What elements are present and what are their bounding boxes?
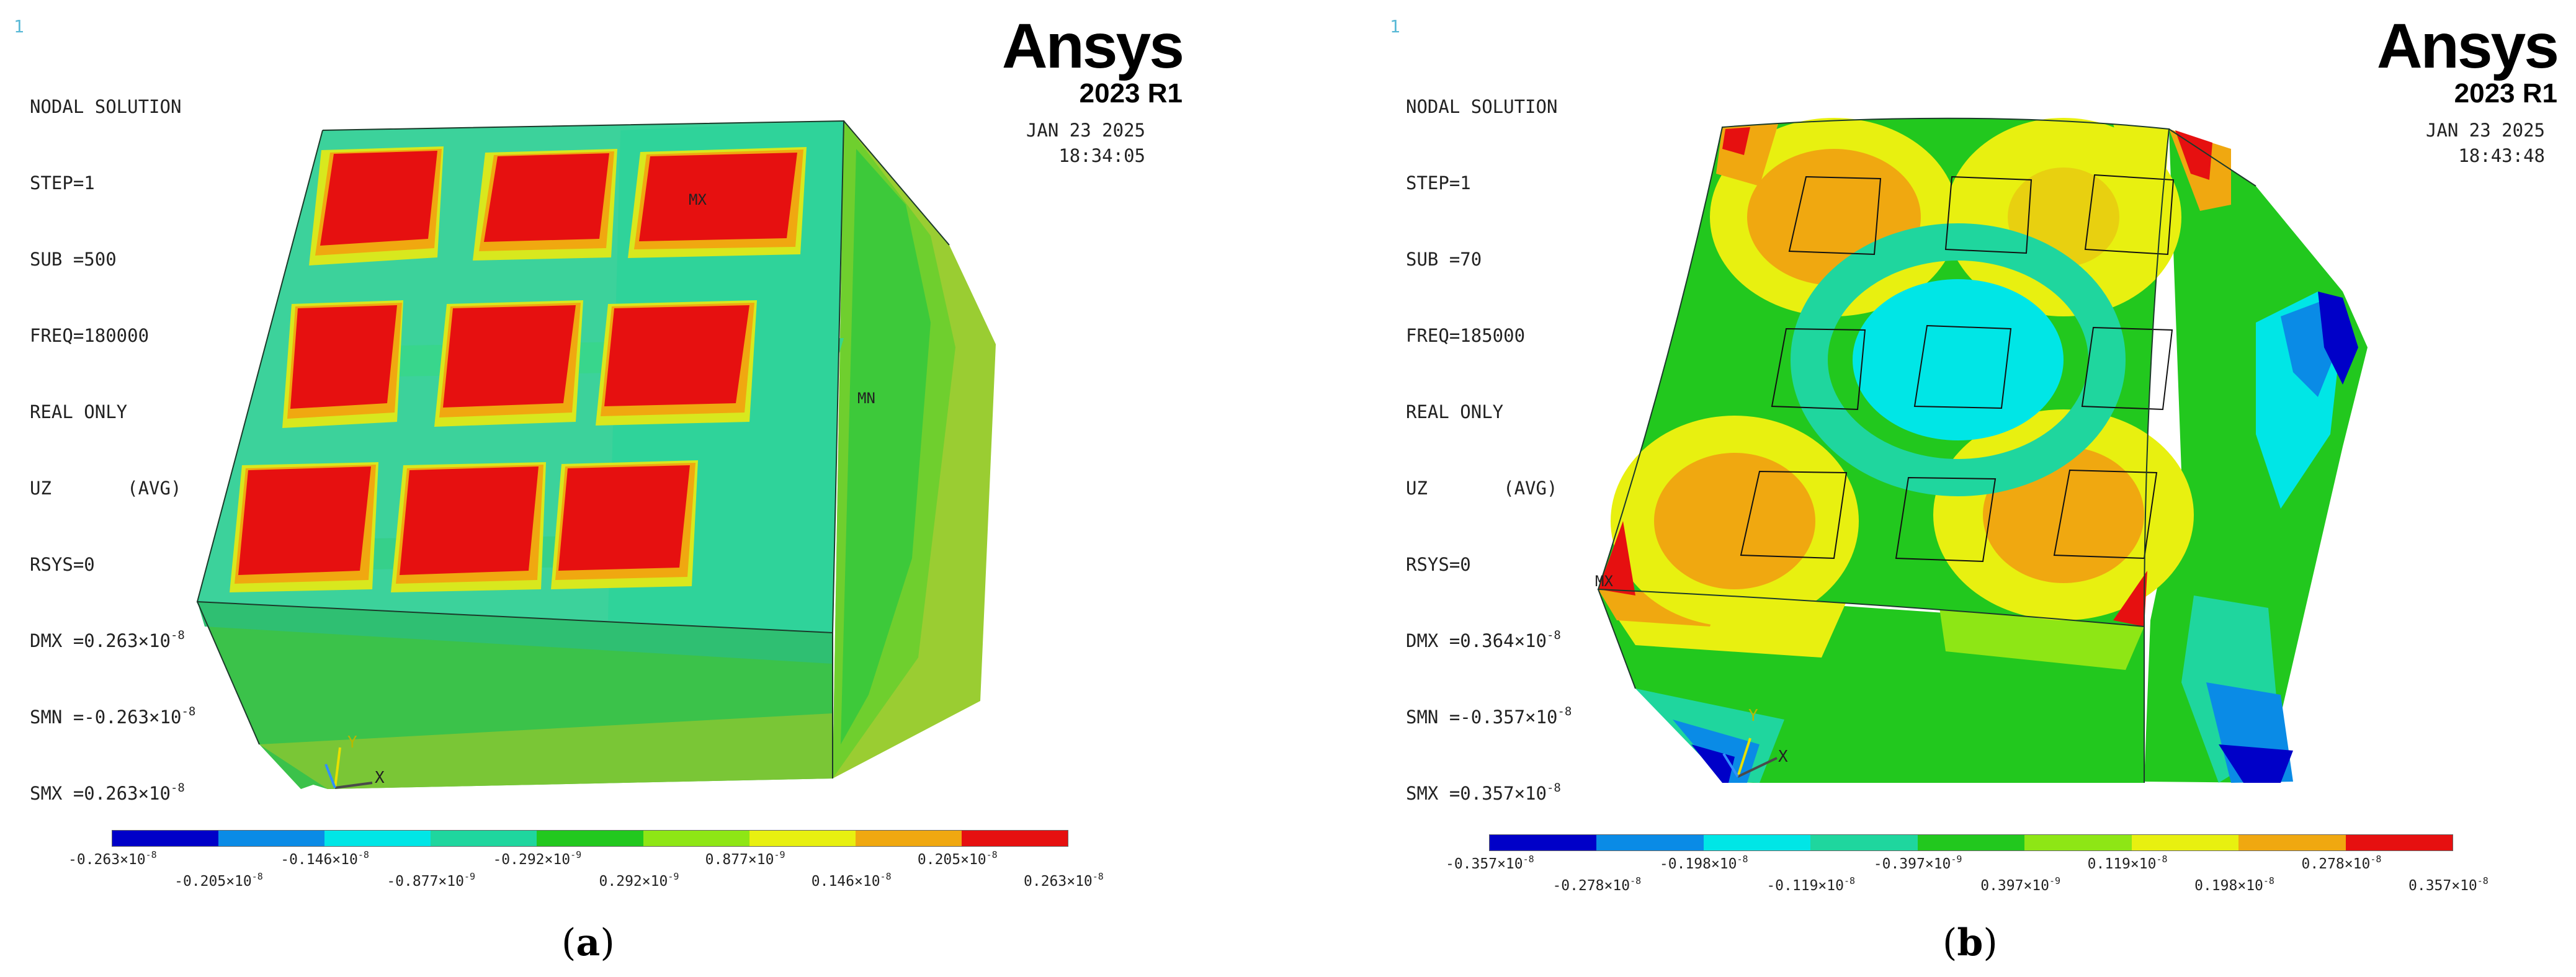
info-uz: UZ (AVG) [1406, 478, 1558, 499]
legend-swatch [1810, 835, 1918, 850]
brand-name: Ansys [2376, 11, 2559, 81]
max-label: MX [689, 191, 707, 208]
legend-tick: -0.397×10-9 [1873, 854, 1962, 872]
info-dmx: DMX =0.263×10-8 [30, 628, 185, 651]
solution-info: NODAL SOLUTION STEP=1 SUB =70 FREQ=18500… [1406, 43, 1572, 857]
legend-tick: -0.357×10-8 [1446, 854, 1534, 872]
legend-swatch [2345, 835, 2453, 850]
legend-swatch [643, 831, 749, 846]
ansys-logo: Ansys 2023 R1 [1001, 11, 1184, 109]
figure-caption-a: (a) [561, 921, 615, 965]
time-text: 18:43:48 [2458, 145, 2545, 166]
legend-swatch [961, 831, 1068, 846]
legend-swatch [1596, 835, 1704, 850]
fem-model-a: MX MN Y X [196, 120, 996, 789]
info-title: NODAL SOLUTION [1406, 96, 1558, 117]
axis-triad: Y X [1722, 707, 1788, 778]
legend-tick: -0.278×10-8 [1552, 875, 1642, 894]
brand-version: 2023 R1 [2454, 78, 2557, 109]
legend-tick: 0.119×10-8 [2087, 854, 2168, 872]
date-text: JAN 23 2025 [2425, 120, 2545, 141]
legend-tick: 0.146×10-8 [811, 871, 892, 890]
legend-tick: 0.877×10-9 [705, 849, 785, 868]
legend-swatch [2238, 835, 2346, 850]
piezo-array [230, 146, 807, 592]
timestamp: JAN 23 2025 18:43:48 [2426, 118, 2545, 169]
window-number: 1 [14, 16, 24, 37]
info-freq: FREQ=185000 [1406, 325, 1526, 346]
legend-tick: -0.198×10-8 [1659, 854, 1748, 872]
piezo-array [1740, 174, 2175, 563]
date-text: JAN 23 2025 [1026, 120, 1145, 141]
legend-swatch [537, 831, 643, 846]
legend-swatch [218, 831, 325, 846]
info-uz: UZ (AVG) [30, 478, 182, 499]
legend-tick: 0.263×10-8 [1024, 871, 1104, 890]
legend-swatch [112, 831, 219, 846]
y-axis-label: Y [347, 733, 357, 752]
x-axis-label: X [1778, 747, 1788, 766]
legend-swatch [2131, 835, 2239, 850]
brand-version: 2023 R1 [1079, 78, 1183, 109]
legend-swatch [431, 831, 537, 846]
legend-tick: 0.397×10-9 [1980, 875, 2061, 894]
legend-swatch [749, 831, 856, 846]
legend-tick: 0.292×10-9 [599, 871, 679, 890]
contour-legend-bar [112, 830, 1068, 847]
legend-tick: -0.146×10-8 [280, 849, 369, 868]
legend-tick: -0.292×10-9 [493, 849, 582, 868]
info-freq: FREQ=180000 [30, 325, 150, 346]
y-axis-label: Y [1748, 707, 1758, 725]
contour-legend-bar [1489, 834, 2453, 851]
legend-tick: -0.205×10-8 [174, 871, 263, 890]
info-smx: SMX =0.263×10-8 [30, 781, 185, 804]
legend-tick: 0.357×10-8 [2408, 875, 2489, 894]
info-rsys: RSYS=0 [1406, 554, 1471, 575]
legend-swatch [1703, 835, 1811, 850]
time-text: 18:34:05 [1058, 145, 1145, 166]
brand-name: Ansys [1001, 11, 1184, 81]
info-dmx: DMX =0.364×10-8 [1406, 628, 1561, 651]
window-number: 1 [1390, 16, 1400, 37]
panel-a: 1 NODAL SOLUTION STEP=1 SUB =500 FREQ=18… [14, 11, 1185, 965]
timestamp: JAN 23 2025 18:34:05 [1026, 118, 1145, 169]
legend-tick: -0.119×10-8 [1766, 875, 1856, 894]
legend-swatch [2024, 835, 2132, 850]
legend-tick: -0.263×10-8 [68, 849, 157, 868]
min-label: MN [857, 390, 875, 407]
legend-tick: 0.205×10-8 [917, 849, 998, 868]
info-smx: SMX =0.357×10-8 [1406, 781, 1561, 804]
info-smn: SMN =-0.263×10-8 [30, 705, 196, 728]
legend-swatch [855, 831, 962, 846]
ansys-logo: Ansys 2023 R1 [2376, 11, 2559, 109]
info-sub: SUB =70 [1406, 249, 1482, 270]
panel-b: 1 NODAL SOLUTION STEP=1 SUB =70 FREQ=185… [1288, 0, 2576, 977]
info-real: REAL ONLY [1406, 401, 1504, 422]
axis-triad: Y X [324, 733, 385, 789]
info-sub: SUB =500 [30, 249, 117, 270]
info-rsys: RSYS=0 [30, 554, 95, 575]
legend-swatch [324, 831, 431, 846]
solution-info: NODAL SOLUTION STEP=1 SUB =500 FREQ=1800… [30, 43, 195, 857]
info-smn: SMN =-0.357×10-8 [1406, 705, 1572, 728]
info-real: REAL ONLY [30, 401, 128, 422]
info-step: STEP=1 [1406, 172, 1471, 194]
legend-tick: 0.198×10-8 [2194, 875, 2274, 894]
legend-tick: 0.278×10-8 [2301, 854, 2382, 872]
info-step: STEP=1 [30, 172, 95, 194]
legend-swatch [1917, 835, 2025, 850]
legend-swatch [1490, 835, 1597, 850]
max-label: MX [1595, 573, 1613, 590]
figure-caption-b: (b) [1943, 921, 1998, 965]
info-title: NODAL SOLUTION [30, 96, 182, 117]
x-axis-label: X [375, 769, 385, 787]
fem-model-b: MX Y X [1595, 117, 2368, 783]
legend-tick: -0.877×10-9 [387, 871, 476, 890]
